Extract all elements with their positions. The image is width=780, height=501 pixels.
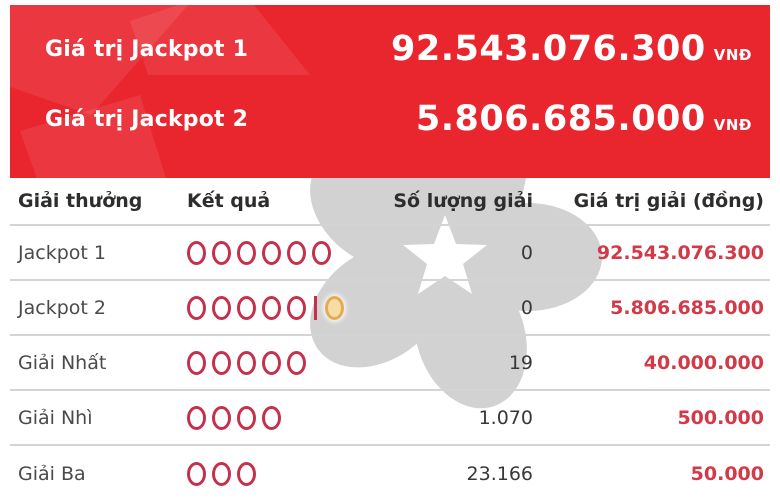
header-count: Số lượng giải (393, 190, 533, 212)
prize-count: 0 (520, 296, 533, 319)
result-ball-icon (187, 295, 206, 320)
jackpot2-currency: VNĐ (713, 116, 752, 134)
result-ball-icon (262, 405, 281, 430)
result-ball-icon (212, 240, 231, 265)
prize-value: 50.000 (690, 462, 764, 485)
watermark-star-icon (403, 215, 487, 294)
result-ball-icon (212, 295, 231, 320)
prize-label: Giải Ba (18, 462, 86, 485)
result-balls (187, 350, 367, 375)
table-row: Giải Nhất 19 40.000.000 (10, 336, 770, 391)
header-prize: Giải thưởng (18, 190, 143, 212)
result-ball-icon (187, 240, 206, 265)
table-row: Giải Nhì 1.070 500.000 (10, 391, 770, 446)
table-row: Jackpot 1 0 92.543.076.300 (10, 226, 770, 281)
jackpot2-amount: 5.806.685.000 (415, 99, 706, 139)
result-ball-icon (212, 405, 231, 430)
prize-count: 23.166 (466, 462, 533, 485)
prize-value: 92.543.076.300 (596, 241, 764, 264)
table-row: Jackpot 2 0 5.806.685.000 (10, 281, 770, 336)
result-ball-icon (212, 350, 231, 375)
jackpot2-label: Giá trị Jackpot 2 (45, 106, 249, 132)
jackpot-banner: Giá trị Jackpot 1 92.543.076.300 VNĐ Giá… (10, 5, 770, 178)
result-ball-icon (187, 350, 206, 375)
jackpot2-row: Giá trị Jackpot 2 5.806.685.000 VNĐ (45, 91, 752, 147)
prize-label: Jackpot 2 (18, 296, 106, 319)
result-balls (187, 461, 367, 486)
result-ball-icon (287, 295, 306, 320)
prize-label: Giải Nhì (18, 406, 93, 429)
result-ball-icon (237, 295, 256, 320)
result-ball-icon (262, 350, 281, 375)
result-ball-icon (262, 295, 281, 320)
prize-table: Giải thưởng Kết quả Số lượng giải Giá tr… (10, 178, 770, 501)
result-ball-icon (237, 240, 256, 265)
table-row: Giải Ba 23.166 50.000 (10, 446, 770, 501)
result-ball-icon (262, 240, 281, 265)
prize-value: 5.806.685.000 (610, 296, 764, 319)
result-ball-icon (237, 461, 256, 486)
table-header-row: Giải thưởng Kết quả Số lượng giải Giá tr… (10, 178, 770, 226)
result-balls (187, 295, 367, 320)
jackpot1-label: Giá trị Jackpot 1 (45, 36, 249, 62)
prize-label: Jackpot 1 (18, 241, 106, 264)
table-body: Jackpot 1 0 92.543.076.300 Jackpot 2 0 5… (10, 226, 770, 501)
prize-value: 500.000 (677, 406, 764, 429)
vietlott-flower-watermark-icon (310, 152, 602, 409)
jackpot1-amount: 92.543.076.300 (390, 29, 706, 69)
prize-count: 1.070 (478, 406, 533, 429)
jackpot1-currency: VNĐ (713, 46, 752, 64)
result-ball-icon (237, 350, 256, 375)
jackpot1-row: Giá trị Jackpot 1 92.543.076.300 VNĐ (45, 21, 752, 77)
header-result: Kết quả (187, 190, 271, 212)
result-ball-icon (212, 461, 231, 486)
result-balls (187, 405, 367, 430)
header-value: Giá trị giải (đồng) (573, 190, 764, 212)
result-ball-icon (187, 461, 206, 486)
ball-separator-icon (314, 295, 317, 320)
extra-ball-icon (325, 295, 344, 320)
result-ball-icon (287, 240, 306, 265)
prize-count: 0 (520, 241, 533, 264)
result-balls (187, 240, 367, 265)
prize-value: 40.000.000 (643, 351, 764, 374)
result-ball-icon (187, 405, 206, 430)
result-ball-icon (287, 350, 306, 375)
result-ball-icon (312, 240, 331, 265)
prize-count: 19 (508, 351, 533, 374)
result-ball-icon (237, 405, 256, 430)
prize-label: Giải Nhất (18, 351, 107, 374)
